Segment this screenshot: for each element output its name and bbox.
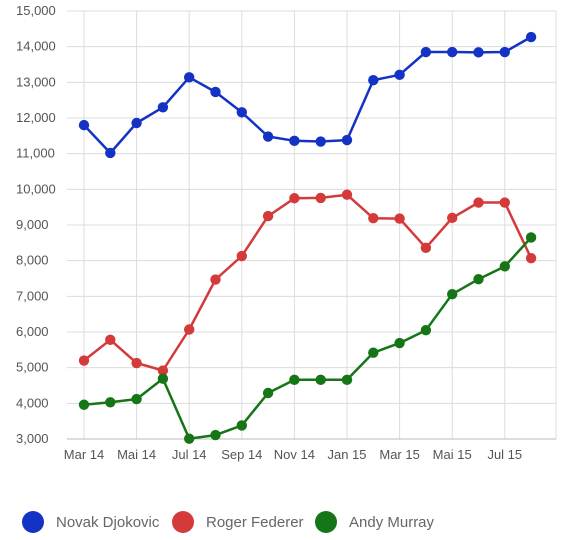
data-point (394, 213, 405, 224)
legend-item-murray[interactable]: Andy Murray (315, 505, 434, 539)
series-andy-murray (78, 232, 537, 444)
data-point (447, 288, 458, 300)
legend-marker-murray (315, 511, 337, 533)
data-point (368, 347, 379, 358)
data-point (315, 374, 326, 385)
data-point (525, 232, 537, 243)
data-point (184, 72, 195, 83)
data-point (525, 31, 537, 43)
data-point (394, 337, 405, 349)
data-point (289, 374, 300, 385)
data-point (315, 136, 326, 147)
series-novak-djokovic (78, 31, 537, 159)
y-tick-label: 12,000 (16, 110, 56, 125)
data-point (447, 46, 458, 58)
data-point (262, 210, 274, 222)
y-tick-label: 15,000 (16, 3, 56, 18)
legend-label-federer: Roger Federer (206, 513, 304, 531)
y-tick-label: 10,000 (16, 181, 56, 196)
line-chart: 3,000 4,000 5,000 6,000 7,000 8,000 9,000 10,00… (16, 3, 557, 462)
legend: Novak Djokovic Roger Federer Andy Murray (0, 505, 582, 539)
data-point (184, 433, 195, 444)
data-point (236, 107, 247, 118)
data-point (184, 324, 195, 335)
data-point (78, 119, 90, 131)
x-tick-label: Nov 14 (274, 447, 315, 462)
data-point (341, 189, 353, 200)
data-point (210, 274, 221, 285)
data-point (262, 387, 274, 399)
data-point (341, 134, 353, 146)
data-point (420, 242, 432, 254)
grid (67, 10, 557, 440)
data-point (499, 261, 510, 272)
data-point (105, 334, 116, 346)
data-point (499, 46, 510, 58)
data-point (368, 74, 379, 86)
series-roger-federer (78, 189, 537, 376)
legend-item-djokovic[interactable]: Novak Djokovic (22, 505, 159, 539)
y-tick-label: 9,000 (16, 217, 49, 232)
data-point (499, 197, 510, 208)
data-point (131, 393, 142, 405)
data-point (473, 274, 484, 285)
data-point (473, 47, 484, 58)
data-point (236, 420, 247, 431)
data-point (157, 365, 169, 376)
y-tick-label: 13,000 (16, 74, 56, 89)
data-point (447, 212, 458, 224)
y-tick-label: 7,000 (16, 288, 49, 303)
legend-label-murray: Andy Murray (349, 513, 435, 531)
y-axis-tick-labels: 3,000 4,000 5,000 6,000 7,000 8,000 9,000 10,00… (16, 3, 56, 446)
data-point (341, 374, 353, 385)
x-tick-label: Sep 14 (221, 447, 262, 462)
series-line (83, 236, 533, 440)
legend-marker-federer (172, 511, 194, 533)
data-point (78, 399, 90, 410)
x-tick-label: Mai 15 (433, 447, 472, 462)
data-point (394, 69, 405, 81)
y-tick-label: 6,000 (16, 324, 49, 339)
x-tick-label: Mar 15 (379, 447, 419, 462)
x-tick-label: Jan 15 (327, 447, 366, 462)
data-point (473, 197, 484, 208)
x-tick-label: Jul 15 (487, 447, 522, 462)
x-tick-label: Mai 14 (117, 447, 156, 462)
data-point (78, 355, 90, 366)
data-point (236, 250, 247, 262)
data-point (368, 213, 379, 224)
x-tick-label: Jul 14 (172, 447, 207, 462)
y-tick-label: 4,000 (16, 395, 49, 410)
data-point (289, 193, 300, 204)
legend-item-federer[interactable]: Roger Federer (172, 505, 304, 539)
y-tick-label: 3,000 (16, 431, 49, 446)
data-point (525, 252, 537, 264)
legend-label-djokovic: Novak Djokovic (56, 513, 160, 531)
data-point (315, 192, 326, 204)
data-point (262, 131, 274, 142)
data-point (105, 147, 116, 159)
legend-marker-djokovic (22, 511, 44, 533)
y-tick-label: 11,000 (16, 146, 55, 161)
data-point (157, 102, 169, 113)
data-point (105, 397, 116, 408)
x-tick-label: Mar 14 (64, 447, 104, 462)
series-line (83, 35, 532, 155)
y-tick-label: 5,000 (16, 360, 49, 375)
y-tick-label: 8,000 (16, 253, 49, 268)
x-axis-tick-labels: Mar 14 Mai 14 Jul 14 Sep 14 Nov 14 Jan 15 Mar … (64, 447, 522, 462)
data-point (131, 117, 142, 129)
data-point (420, 46, 432, 58)
series-line (83, 193, 533, 372)
data-point (210, 429, 221, 441)
data-point (420, 325, 432, 336)
data-point (131, 357, 142, 369)
y-tick-label: 14,000 (16, 39, 56, 54)
data-point (289, 135, 300, 147)
data-point (210, 86, 221, 98)
data-point (157, 373, 169, 384)
series-lines (78, 31, 537, 444)
